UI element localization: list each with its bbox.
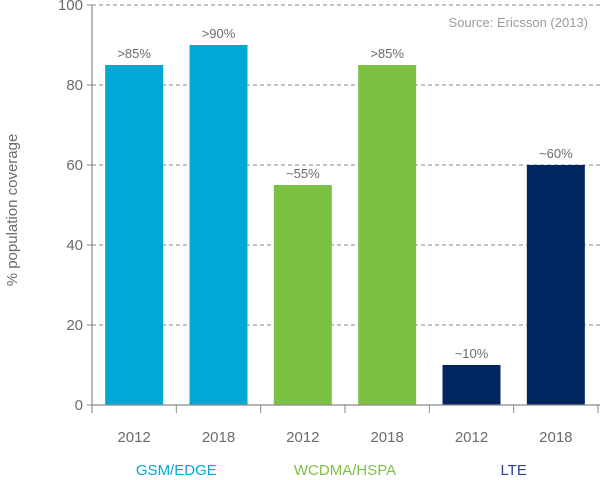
data-label: >85%	[370, 46, 404, 61]
bar	[526, 165, 585, 405]
data-label: >90%	[202, 26, 236, 41]
data-label: ~55%	[286, 166, 320, 181]
bar	[442, 365, 501, 405]
data-label: ~60%	[539, 146, 573, 161]
y-tick-label: 60	[66, 157, 83, 174]
bar	[105, 65, 164, 405]
data-label: >85%	[117, 46, 151, 61]
y-tick-label: 20	[66, 317, 83, 334]
bars: >85% >90% ~55% >85% ~10% ~60%	[105, 26, 585, 405]
y-axis-title: % population coverage	[4, 134, 21, 287]
y-tick-label: 80	[66, 77, 83, 94]
bar	[358, 65, 417, 405]
bar	[273, 185, 332, 405]
group-label: LTE	[500, 462, 526, 479]
x-tick-label: 2012	[286, 429, 319, 446]
bar	[189, 45, 248, 405]
source-note: Source: Ericsson (2013)	[449, 15, 588, 30]
gridlines	[92, 4, 600, 326]
y-tick-label: 0	[75, 397, 83, 414]
data-label: ~10%	[455, 346, 489, 361]
axes: 0 20 40 60 80 100 2012 2018 GSM/EDGE 2012 2018 WCDM…	[58, 0, 600, 479]
group-label: GSM/EDGE	[136, 462, 217, 479]
x-tick-label: 2018	[539, 429, 572, 446]
y-tick-label: 100	[58, 0, 83, 14]
x-tick-label: 2012	[455, 429, 488, 446]
x-tick-label: 2012	[117, 429, 150, 446]
y-tick-label: 40	[66, 237, 83, 254]
x-tick-label: 2018	[202, 429, 235, 446]
x-tick-label: 2018	[370, 429, 403, 446]
group-label: WCDMA/HSPA	[294, 462, 396, 479]
